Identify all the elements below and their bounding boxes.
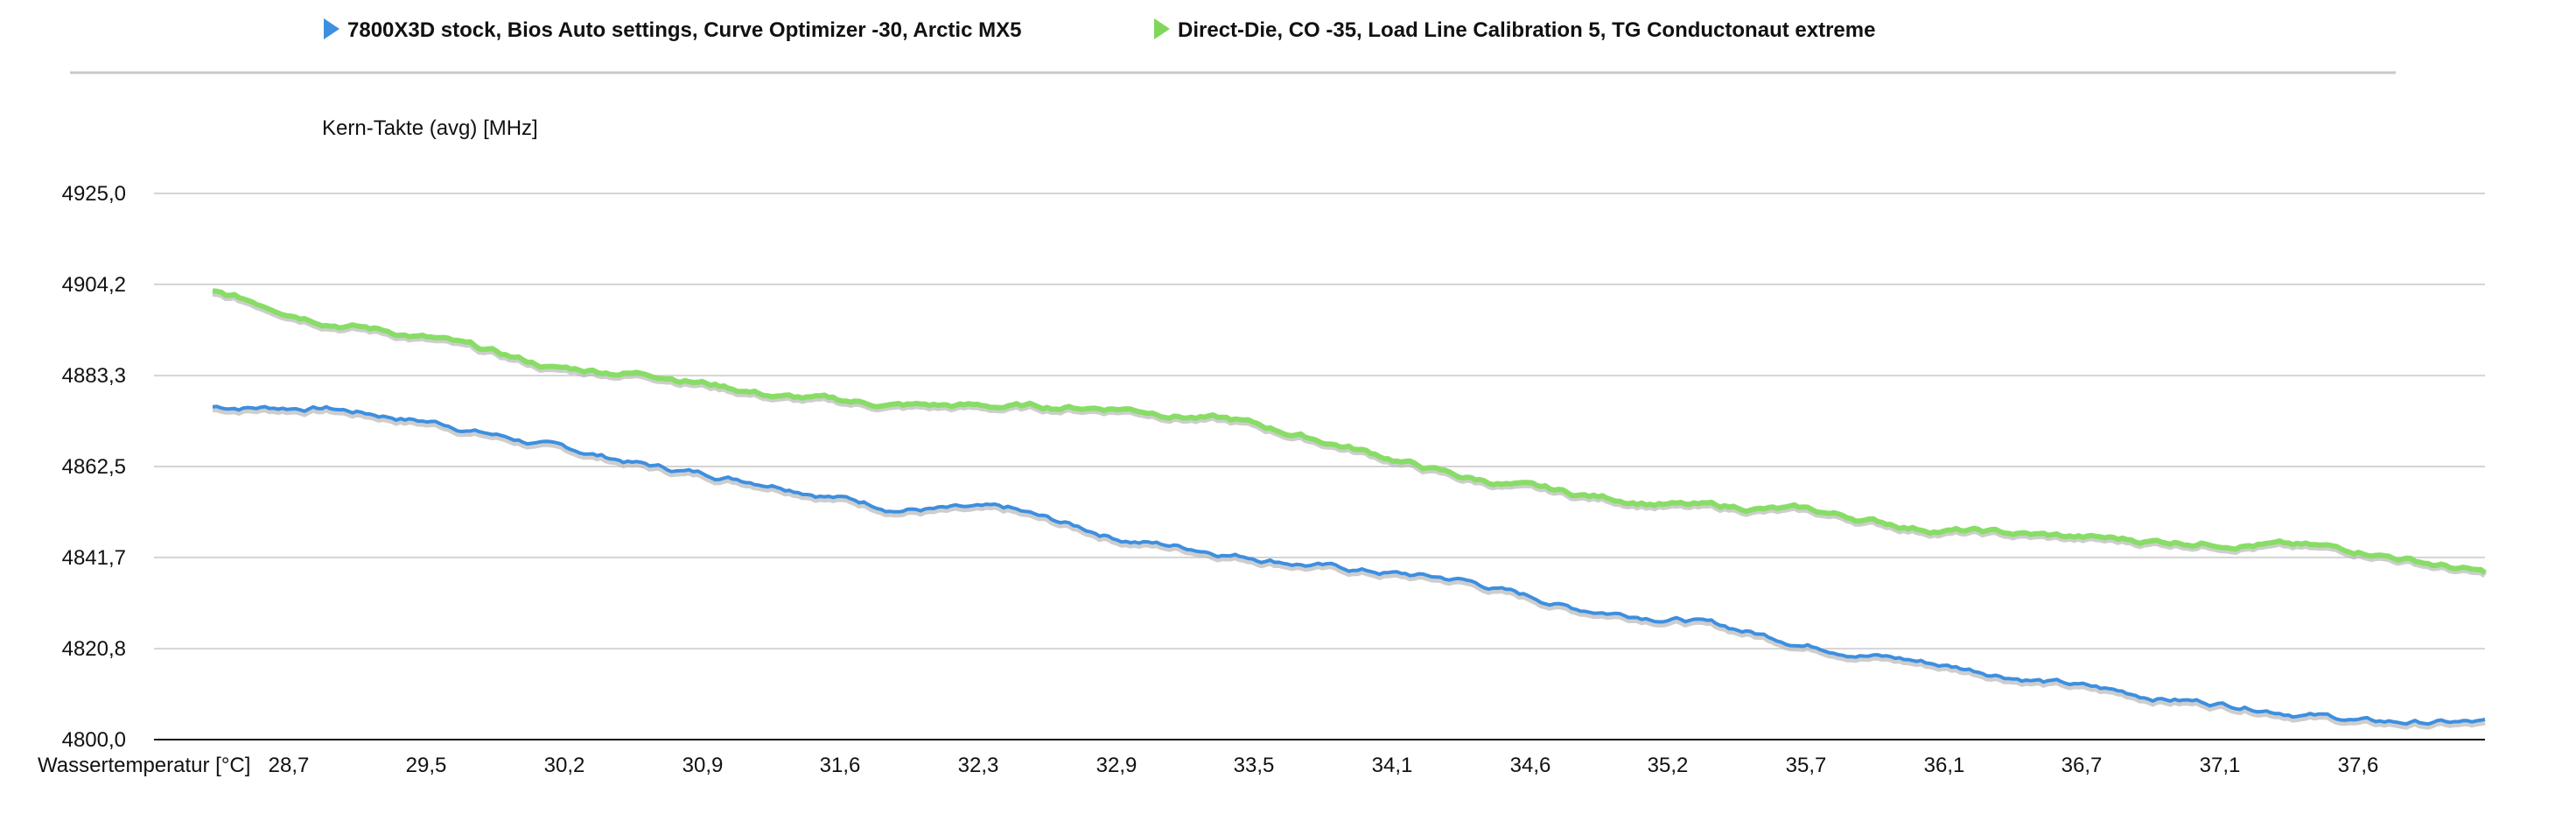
- x-tick-label: 31,6: [820, 754, 861, 777]
- y-tick-label: 4820,8: [62, 637, 126, 661]
- y-tick-label: 4883,3: [62, 364, 126, 388]
- y-tick-label: 4862,5: [62, 455, 126, 479]
- series-lines: [212, 288, 2488, 730]
- legend-label-series-1: 7800X3D stock, Bios Auto settings, Curve…: [347, 18, 1021, 42]
- series-line-1: [212, 404, 2486, 726]
- x-tick-label: 34,6: [1510, 754, 1551, 777]
- x-tick-label: 37,1: [2200, 754, 2241, 777]
- legend: 7800X3D stock, Bios Auto settings, Curve…: [324, 18, 1875, 42]
- x-tick-label: 32,3: [958, 754, 999, 777]
- x-tick-label: 36,1: [1924, 754, 1965, 777]
- series-shadow-1: [212, 405, 2486, 730]
- x-tick-label: 35,7: [1786, 754, 1827, 777]
- x-tick-label: 30,9: [682, 754, 724, 777]
- x-tick-label: 29,5: [406, 754, 447, 777]
- x-tick-label: 30,2: [544, 754, 585, 777]
- x-tick-label: 37,6: [2338, 754, 2379, 777]
- legend-marker-series-2: [1154, 18, 1170, 39]
- x-tick-label: 36,7: [2062, 754, 2103, 777]
- y-axis-title: Kern-Takte (avg) [MHz]: [322, 116, 538, 140]
- x-tick-label: 32,9: [1096, 754, 1138, 777]
- x-tick-labels: 28,7 29,5 30,2 30,9 31,6 32,3 32,9 33,5 34,1 34,6…: [269, 754, 2379, 777]
- y-tick-label: 4841,7: [62, 546, 126, 570]
- y-tick-label: 4925,0: [62, 182, 126, 206]
- x-axis-title: Wassertemperatur [°C]: [38, 754, 250, 777]
- series-shadow-2: [212, 290, 2488, 579]
- y-tick-labels: 4800,0 4820,8 4841,7 4862,5 4883,3 4904,2 4925…: [62, 182, 126, 752]
- legend-marker-series-1: [324, 18, 340, 39]
- x-tick-label: 35,2: [1648, 754, 1689, 777]
- x-tick-label: 28,7: [269, 754, 310, 777]
- x-tick-label: 33,5: [1234, 754, 1275, 777]
- y-tick-label: 4800,0: [62, 728, 126, 752]
- series-line-2: [212, 288, 2487, 575]
- x-tick-label: 34,1: [1372, 754, 1413, 777]
- y-tick-label: 4904,2: [62, 273, 126, 297]
- y-gridlines: [154, 193, 2485, 650]
- legend-label-series-2: Direct-Die, CO -35, Load Line Calibratio…: [1178, 18, 1875, 42]
